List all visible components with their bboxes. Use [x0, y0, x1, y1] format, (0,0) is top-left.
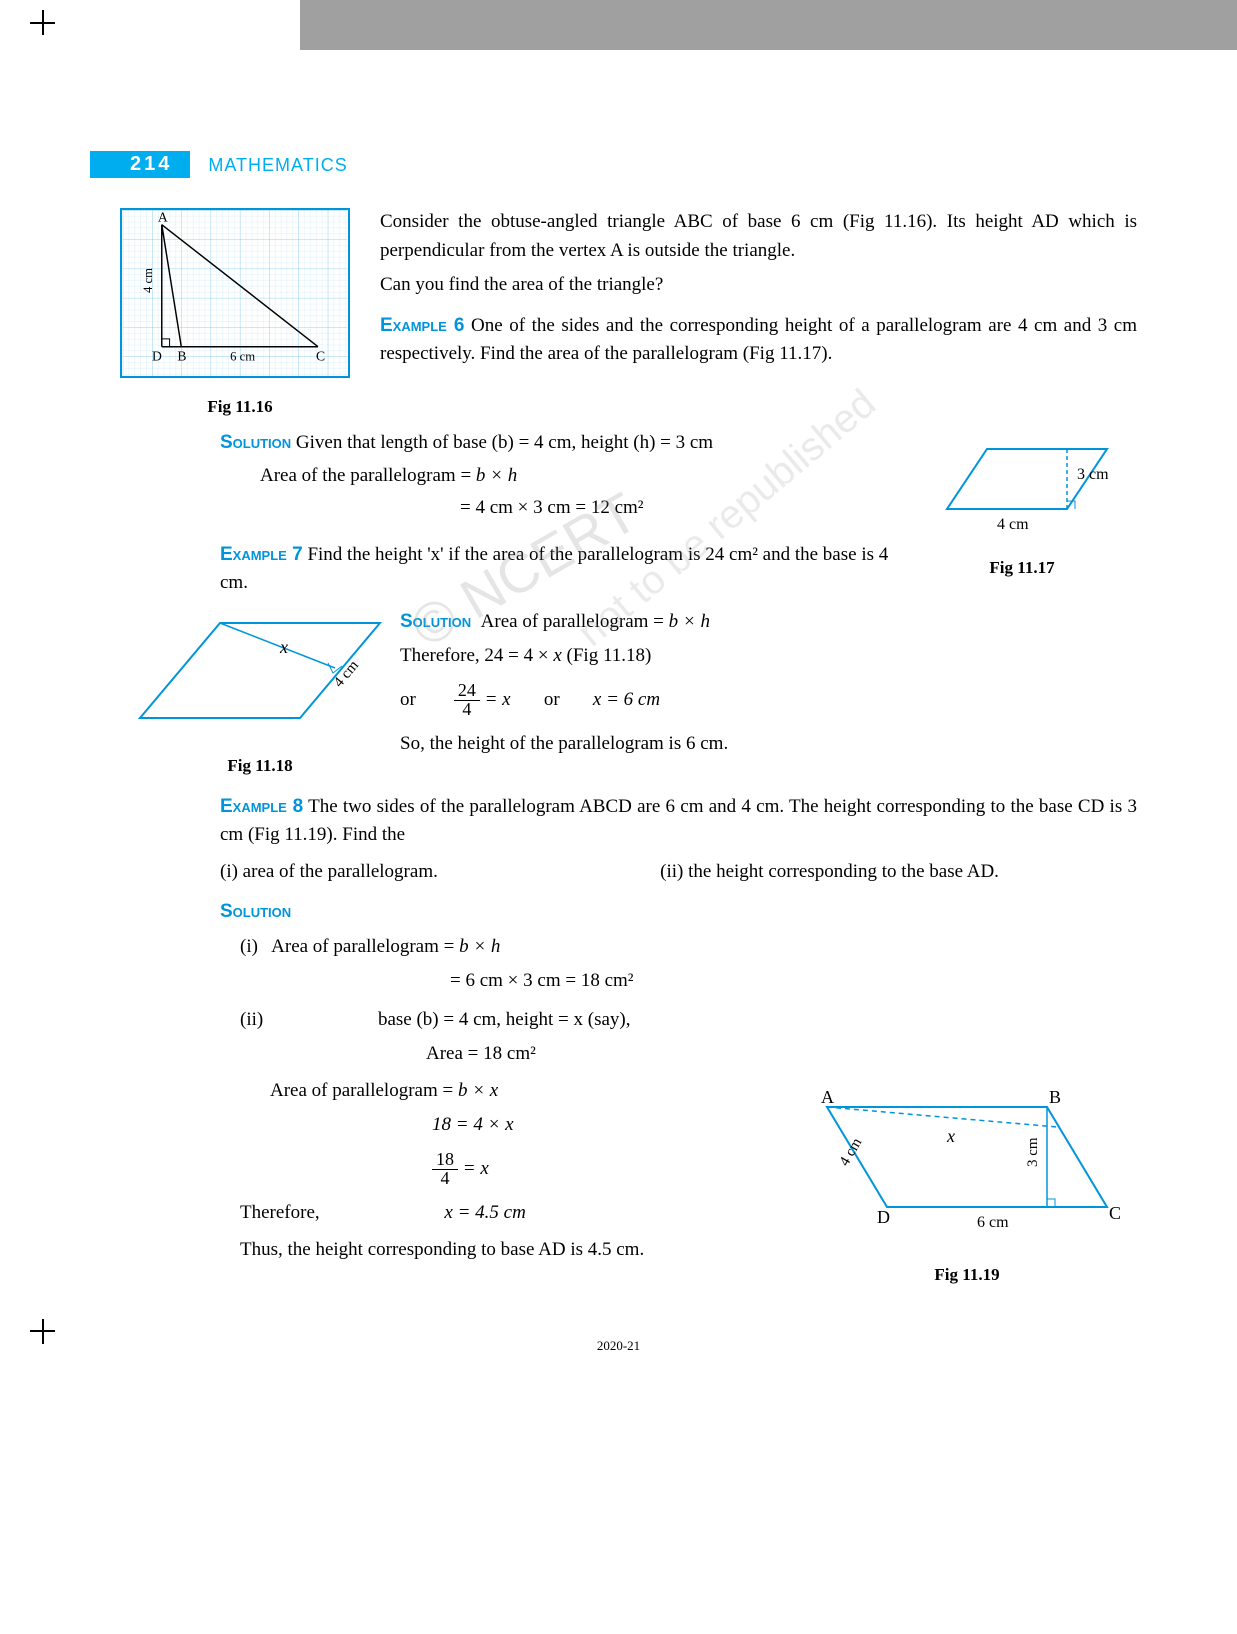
sol7-or1: or [400, 689, 416, 710]
page-number: 214 [90, 151, 190, 178]
sol8-frac-num: 18 [432, 1149, 458, 1170]
sol8-ii-l3b: b × x [458, 1080, 498, 1101]
sol7-eqx: = x [485, 689, 511, 710]
intro-p1: Consider the obtuse-angled triangle ABC … [380, 208, 1137, 265]
sol8-ii-l4: 18 = 4 × x [432, 1114, 514, 1135]
svg-text:B: B [1049, 1087, 1061, 1107]
solution-7-label: Solution [400, 611, 471, 632]
subject-title: MATHEMATICS [208, 153, 347, 176]
example-7-text: Find the height 'x' if the area of the p… [220, 544, 888, 594]
ex8-ii: (ii) the height corresponding to the bas… [660, 858, 1137, 887]
sol7-frac-num: 24 [454, 680, 480, 701]
sol6-l1a: Area of the parallelogram = [260, 465, 476, 486]
svg-text:D: D [877, 1207, 890, 1227]
sol8-i-l1a: Area of parallelogram = [271, 936, 459, 957]
svg-text:6 cm: 6 cm [230, 349, 255, 363]
sol7-l1a: Area of parallelogram = [481, 611, 669, 632]
sol8-ii-l3a: Area of parallelogram = [270, 1080, 458, 1101]
svg-text:A: A [158, 210, 168, 225]
ex8-i: (i) area of the parallelogram. [220, 858, 660, 887]
svg-text:x: x [279, 637, 288, 657]
crop-mark-tl [30, 10, 55, 35]
solution-8-label: Solution [220, 901, 291, 922]
footer-year: 2020-21 [0, 1338, 1237, 1354]
fig-11-19-caption: Fig 11.19 [797, 1262, 1137, 1288]
sol7-xval: x = 6 cm [593, 689, 660, 710]
sol7-l2c: (Fig 11.18) [562, 645, 652, 666]
fig-11-18-svg: x 4 cm [120, 608, 390, 738]
page-header: 214 MATHEMATICS [90, 150, 1237, 178]
svg-text:3 cm: 3 cm [1077, 466, 1109, 483]
sol7-l1b: b × h [669, 611, 710, 632]
page-content: © NCERT not to be republished [120, 208, 1137, 1288]
svg-text:A: A [821, 1087, 834, 1107]
svg-text:C: C [1109, 1203, 1121, 1223]
sol6-l1b: b × h [476, 465, 517, 486]
fig-11-18-caption: Fig 11.18 [120, 753, 400, 779]
sol8-ii-l1: base (b) = 4 cm, height = x (say), [378, 1009, 631, 1030]
solution-6-given: Given that length of base (b) = 4 cm, he… [296, 432, 713, 453]
example-8-label: Example 8 [220, 796, 303, 817]
example-8-text: The two sides of the parallelogram ABCD … [220, 796, 1137, 846]
sol7-l2a: Therefore, 24 = 4 × [400, 645, 553, 666]
example-6-label: Example 6 [380, 315, 464, 336]
sol8-i-l2: = 6 cm × 3 cm = 18 cm² [450, 967, 797, 996]
svg-text:6 cm: 6 cm [977, 1214, 1009, 1231]
example-6-text: One of the sides and the corresponding h… [380, 315, 1137, 365]
fig-11-16: A D B C 4 cm 6 cm Fig 11.16 [120, 208, 360, 419]
solution-6-label: Solution [220, 432, 291, 453]
svg-text:4 cm: 4 cm [331, 657, 362, 690]
sol8-xval: x = 4.5 cm [444, 1202, 525, 1223]
svg-text:C: C [316, 348, 325, 363]
svg-text:B: B [177, 348, 186, 363]
svg-text:4 cm: 4 cm [997, 516, 1029, 533]
sol7-l2b: x [553, 645, 561, 666]
sol7-frac-den: 4 [458, 699, 475, 719]
sol8-therefore: Therefore, [240, 1202, 320, 1223]
fig-11-18: x 4 cm Fig 11.18 [120, 608, 400, 779]
example-7-label: Example 7 [220, 544, 303, 565]
sol8-i-label: (i) [240, 936, 258, 957]
crop-mark-bl [30, 1319, 55, 1344]
svg-text:4 cm: 4 cm [141, 268, 155, 293]
sol8-i-l1b: b × h [459, 936, 500, 957]
sol6-l2: = 4 cm × 3 cm = 12 cm² [460, 494, 907, 523]
sol8-frac-den: 4 [437, 1168, 454, 1188]
sol8-eqx: = x [463, 1158, 489, 1179]
sol7-or2: or [544, 689, 560, 710]
sol8-ii-l2: Area = 18 cm² [426, 1040, 797, 1069]
fig-11-17-caption: Fig 11.17 [907, 555, 1137, 581]
fig-11-16-caption: Fig 11.16 [120, 394, 360, 420]
fig-11-17-svg: 3 cm 4 cm [907, 429, 1127, 539]
fig-11-17: 3 cm 4 cm Fig 11.17 [907, 429, 1137, 598]
sol8-ii-label: (ii) [240, 1009, 263, 1030]
fig-11-16-svg: A D B C 4 cm 6 cm [120, 208, 350, 378]
fig-11-19-svg: A B C D x 4 cm 3 cm 6 cm [797, 1087, 1127, 1247]
svg-text:D: D [152, 348, 162, 363]
fig-11-19: A B C D x 4 cm 3 cm 6 cm Fig 11.19 [797, 1087, 1137, 1288]
svg-text:3 cm: 3 cm [1025, 1137, 1041, 1167]
svg-text:x: x [946, 1126, 955, 1146]
intro-p2: Can you find the area of the triangle? [380, 271, 1137, 300]
top-gray-bar [300, 0, 1237, 50]
sol7-final: So, the height of the parallelogram is 6… [400, 730, 1137, 759]
sol8-final: Thus, the height corresponding to base A… [240, 1236, 797, 1265]
